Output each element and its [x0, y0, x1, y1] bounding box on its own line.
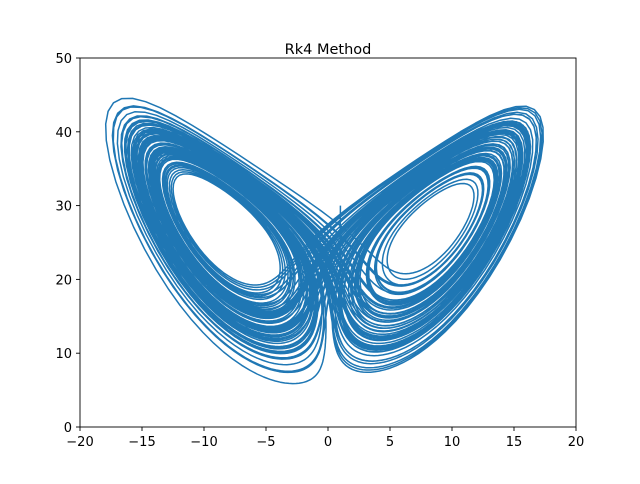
x-tick-label: −20 — [66, 435, 93, 450]
y-tick-label: 10 — [55, 347, 72, 362]
y-tick-label: 20 — [55, 273, 72, 288]
x-tick-label: 10 — [444, 435, 461, 450]
chart-title: Rk4 Method — [285, 42, 372, 58]
y-tick-label: 50 — [55, 52, 72, 67]
lorenz-curve — [104, 97, 544, 385]
plot-area — [104, 97, 544, 385]
y-axis-ticks: 0 10 20 30 40 50 — [55, 52, 80, 436]
x-tick-label: 20 — [568, 435, 585, 450]
x-tick-label: 15 — [506, 435, 523, 450]
x-tick-label: 0 — [324, 435, 332, 450]
y-tick-label: 0 — [64, 421, 72, 436]
x-tick-label: −10 — [190, 435, 217, 450]
x-axis-ticks: −20 −15 −10 −5 0 5 10 15 20 — [66, 427, 584, 450]
x-tick-label: −15 — [128, 435, 155, 450]
y-tick-label: 40 — [55, 126, 72, 141]
x-tick-label: −5 — [256, 435, 275, 450]
x-tick-label: 5 — [386, 435, 394, 450]
y-tick-label: 30 — [55, 200, 72, 215]
